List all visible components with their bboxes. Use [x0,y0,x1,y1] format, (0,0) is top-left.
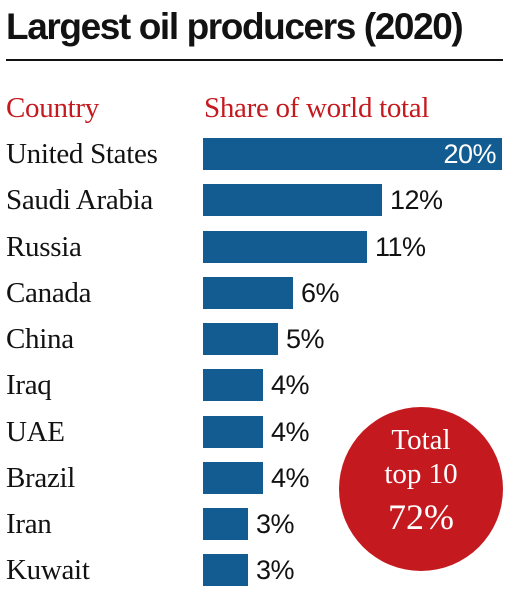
chart-title: Largest oil producers (2020) [6,6,464,47]
country-label-uae: UAE [6,416,65,448]
value-label-canada: 6% [301,278,340,308]
bar-uae [203,416,263,448]
column-header-country: Country [6,92,99,124]
country-label-united-states: United States [6,138,158,170]
title-divider [6,59,503,61]
bar-saudi-arabia [203,184,382,216]
country-label-iraq: Iraq [6,369,52,401]
country-label-canada: Canada [6,277,92,309]
value-label-kuwait: 3% [256,555,295,585]
bar-brazil [203,462,263,494]
value-label-russia: 11% [375,232,426,262]
value-label-china: 5% [286,324,325,354]
value-label-brazil: 4% [271,463,310,493]
country-label-russia: Russia [6,231,82,263]
country-label-brazil: Brazil [6,462,76,494]
total-badge-value: 72% [388,497,454,537]
value-label-united-states: 20% [443,139,496,169]
total-badge-line1: Total [391,424,451,456]
country-label-kuwait: Kuwait [6,554,90,586]
bar-iraq [203,369,263,401]
value-label-saudi-arabia: 12% [390,185,443,215]
bar-canada [203,277,293,309]
column-header-share: Share of world total [204,92,430,124]
value-label-iraq: 4% [271,370,310,400]
bar-iran [203,508,248,540]
bar-kuwait [203,554,248,586]
country-label-saudi-arabia: Saudi Arabia [6,184,154,216]
bar-russia [203,231,367,263]
country-label-china: China [6,323,74,355]
value-label-uae: 4% [271,417,310,447]
bar-united-states [203,138,502,170]
bar-china [203,323,278,355]
total-top10-badge: Total top 10 72% [339,407,503,571]
value-label-iran: 3% [256,509,295,539]
country-label-iran: Iran [6,508,52,540]
total-badge-line2: top 10 [384,458,458,490]
